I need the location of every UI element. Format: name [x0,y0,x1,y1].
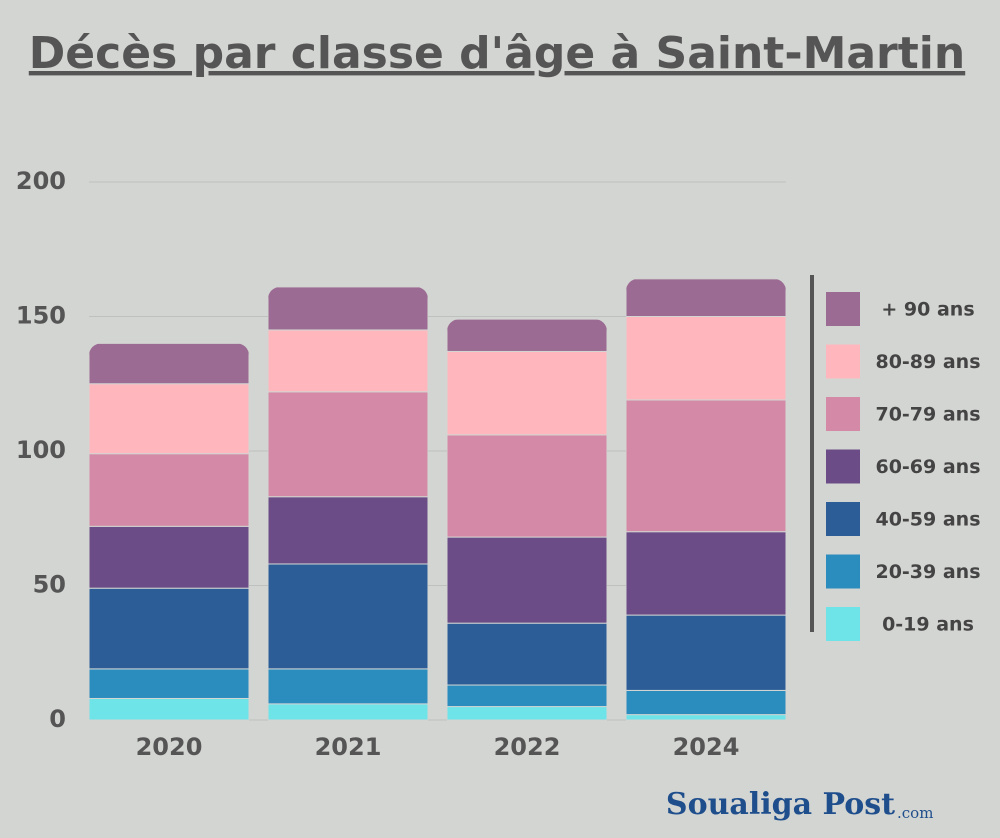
bar-segment [626,714,786,721]
bar-segment [268,703,428,721]
chart-title: Décès par classe d'âge à Saint-Martin [29,28,965,79]
logo: Soualiga Post [666,787,895,822]
x-tick-label: 2022 [494,733,561,761]
bar-segment [89,697,249,721]
y-tick-label: 100 [16,436,66,464]
x-tick-label: 2021 [315,733,382,761]
bar-segment [447,319,607,352]
x-tick-label: 2024 [673,733,740,761]
legend-swatch [826,502,860,536]
bar-segment [268,563,428,670]
legend-label: 70-79 ans [875,404,980,426]
bar-segment [626,614,786,691]
bar-segment [626,399,786,533]
legend-label: 0-19 ans [882,614,974,636]
bar-segment [447,350,607,436]
bar-segment [89,525,249,589]
legend-label: 80-89 ans [875,351,980,373]
bar-segment [89,587,249,670]
bar-segment [447,434,607,538]
bar-segment [626,316,786,401]
bar-segment [447,622,607,686]
x-tick-label: 2020 [136,733,203,761]
bar-segment [89,343,249,385]
y-tick-label: 150 [16,302,66,330]
bar-stack [626,278,786,721]
bar-stack [89,343,249,721]
bar-segment [447,706,607,721]
legend-swatch [826,449,860,484]
y-tick-label: 0 [49,705,66,733]
bar-segment [89,668,249,699]
bar-segment [268,286,428,331]
legend-swatch [826,292,860,326]
bar-segment [89,453,249,527]
bar-segment [626,531,786,616]
legend-swatch [826,397,860,431]
bar-segment [268,391,428,498]
legend-swatch [826,607,860,641]
legend-swatch [826,344,860,379]
legend-swatch [826,554,860,589]
logo-suffix: .com [897,804,933,822]
bar-segment [268,329,428,393]
bar-stack [447,319,607,721]
bar-segment [626,689,786,716]
bar-segment [447,536,607,624]
y-tick-label: 200 [16,167,66,195]
legend-label: 40-59 ans [875,509,980,531]
bar-segment [268,496,428,565]
bar-segment [626,278,786,317]
y-tick-label: 50 [33,571,66,599]
legend-label: 20-39 ans [875,561,980,583]
legend-label: 60-69 ans [875,456,980,478]
bar-segment [89,383,249,455]
bar-stack [268,286,428,721]
legend-label: + 90 ans [881,299,974,321]
bar-segment [447,684,607,708]
bar-segment [268,668,428,705]
